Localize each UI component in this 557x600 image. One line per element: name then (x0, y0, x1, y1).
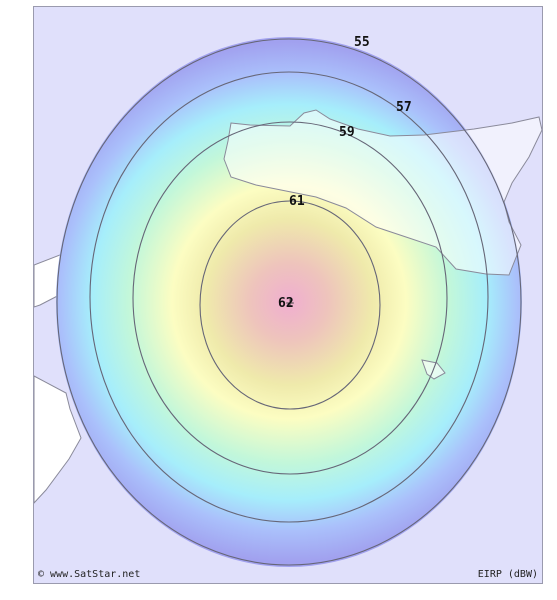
coverage-map-canvas: + 55 57 59 61 62 (34, 35, 542, 567)
coverage-map: + 55 57 59 61 62 © www.SatStar.net EIRP … (33, 6, 543, 584)
beam-center-marker: + (285, 296, 295, 310)
contour-label-59: 59 (339, 125, 355, 140)
contour-line-59 (132, 121, 448, 475)
copyright-text: © www.SatStar.net (38, 569, 141, 580)
contour-label-57: 57 (396, 100, 412, 115)
contour-label-55: 55 (354, 35, 370, 50)
contour-line-55 (56, 38, 522, 566)
contour-line-57 (89, 71, 489, 523)
eirp-units-label: EIRP (dBW) (477, 569, 538, 580)
land-mass-southwest (34, 375, 82, 504)
contour-label-61: 61 (289, 194, 305, 209)
contour-line-61 (199, 200, 381, 410)
contour-label-62: 62 (278, 296, 294, 311)
